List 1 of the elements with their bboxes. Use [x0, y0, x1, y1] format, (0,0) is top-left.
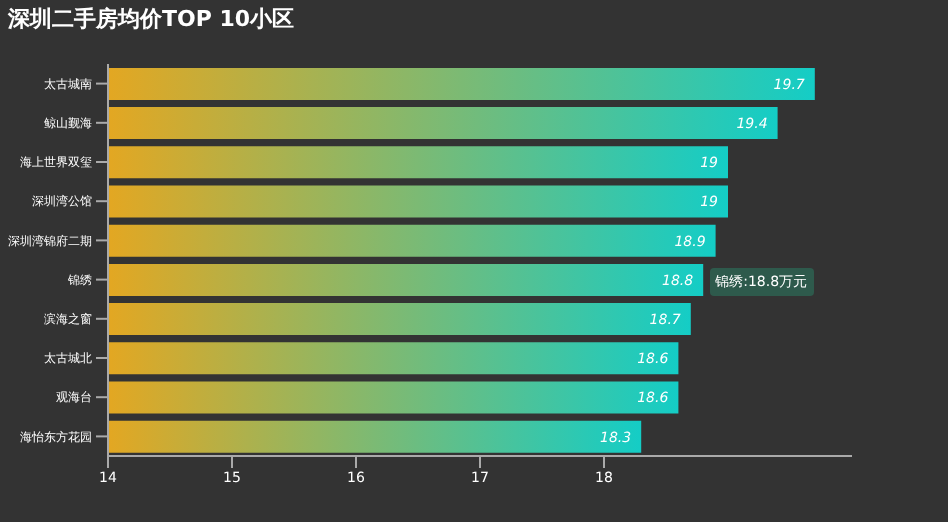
chart-title: 深圳二手房均价TOP 10小区: [8, 4, 295, 34]
